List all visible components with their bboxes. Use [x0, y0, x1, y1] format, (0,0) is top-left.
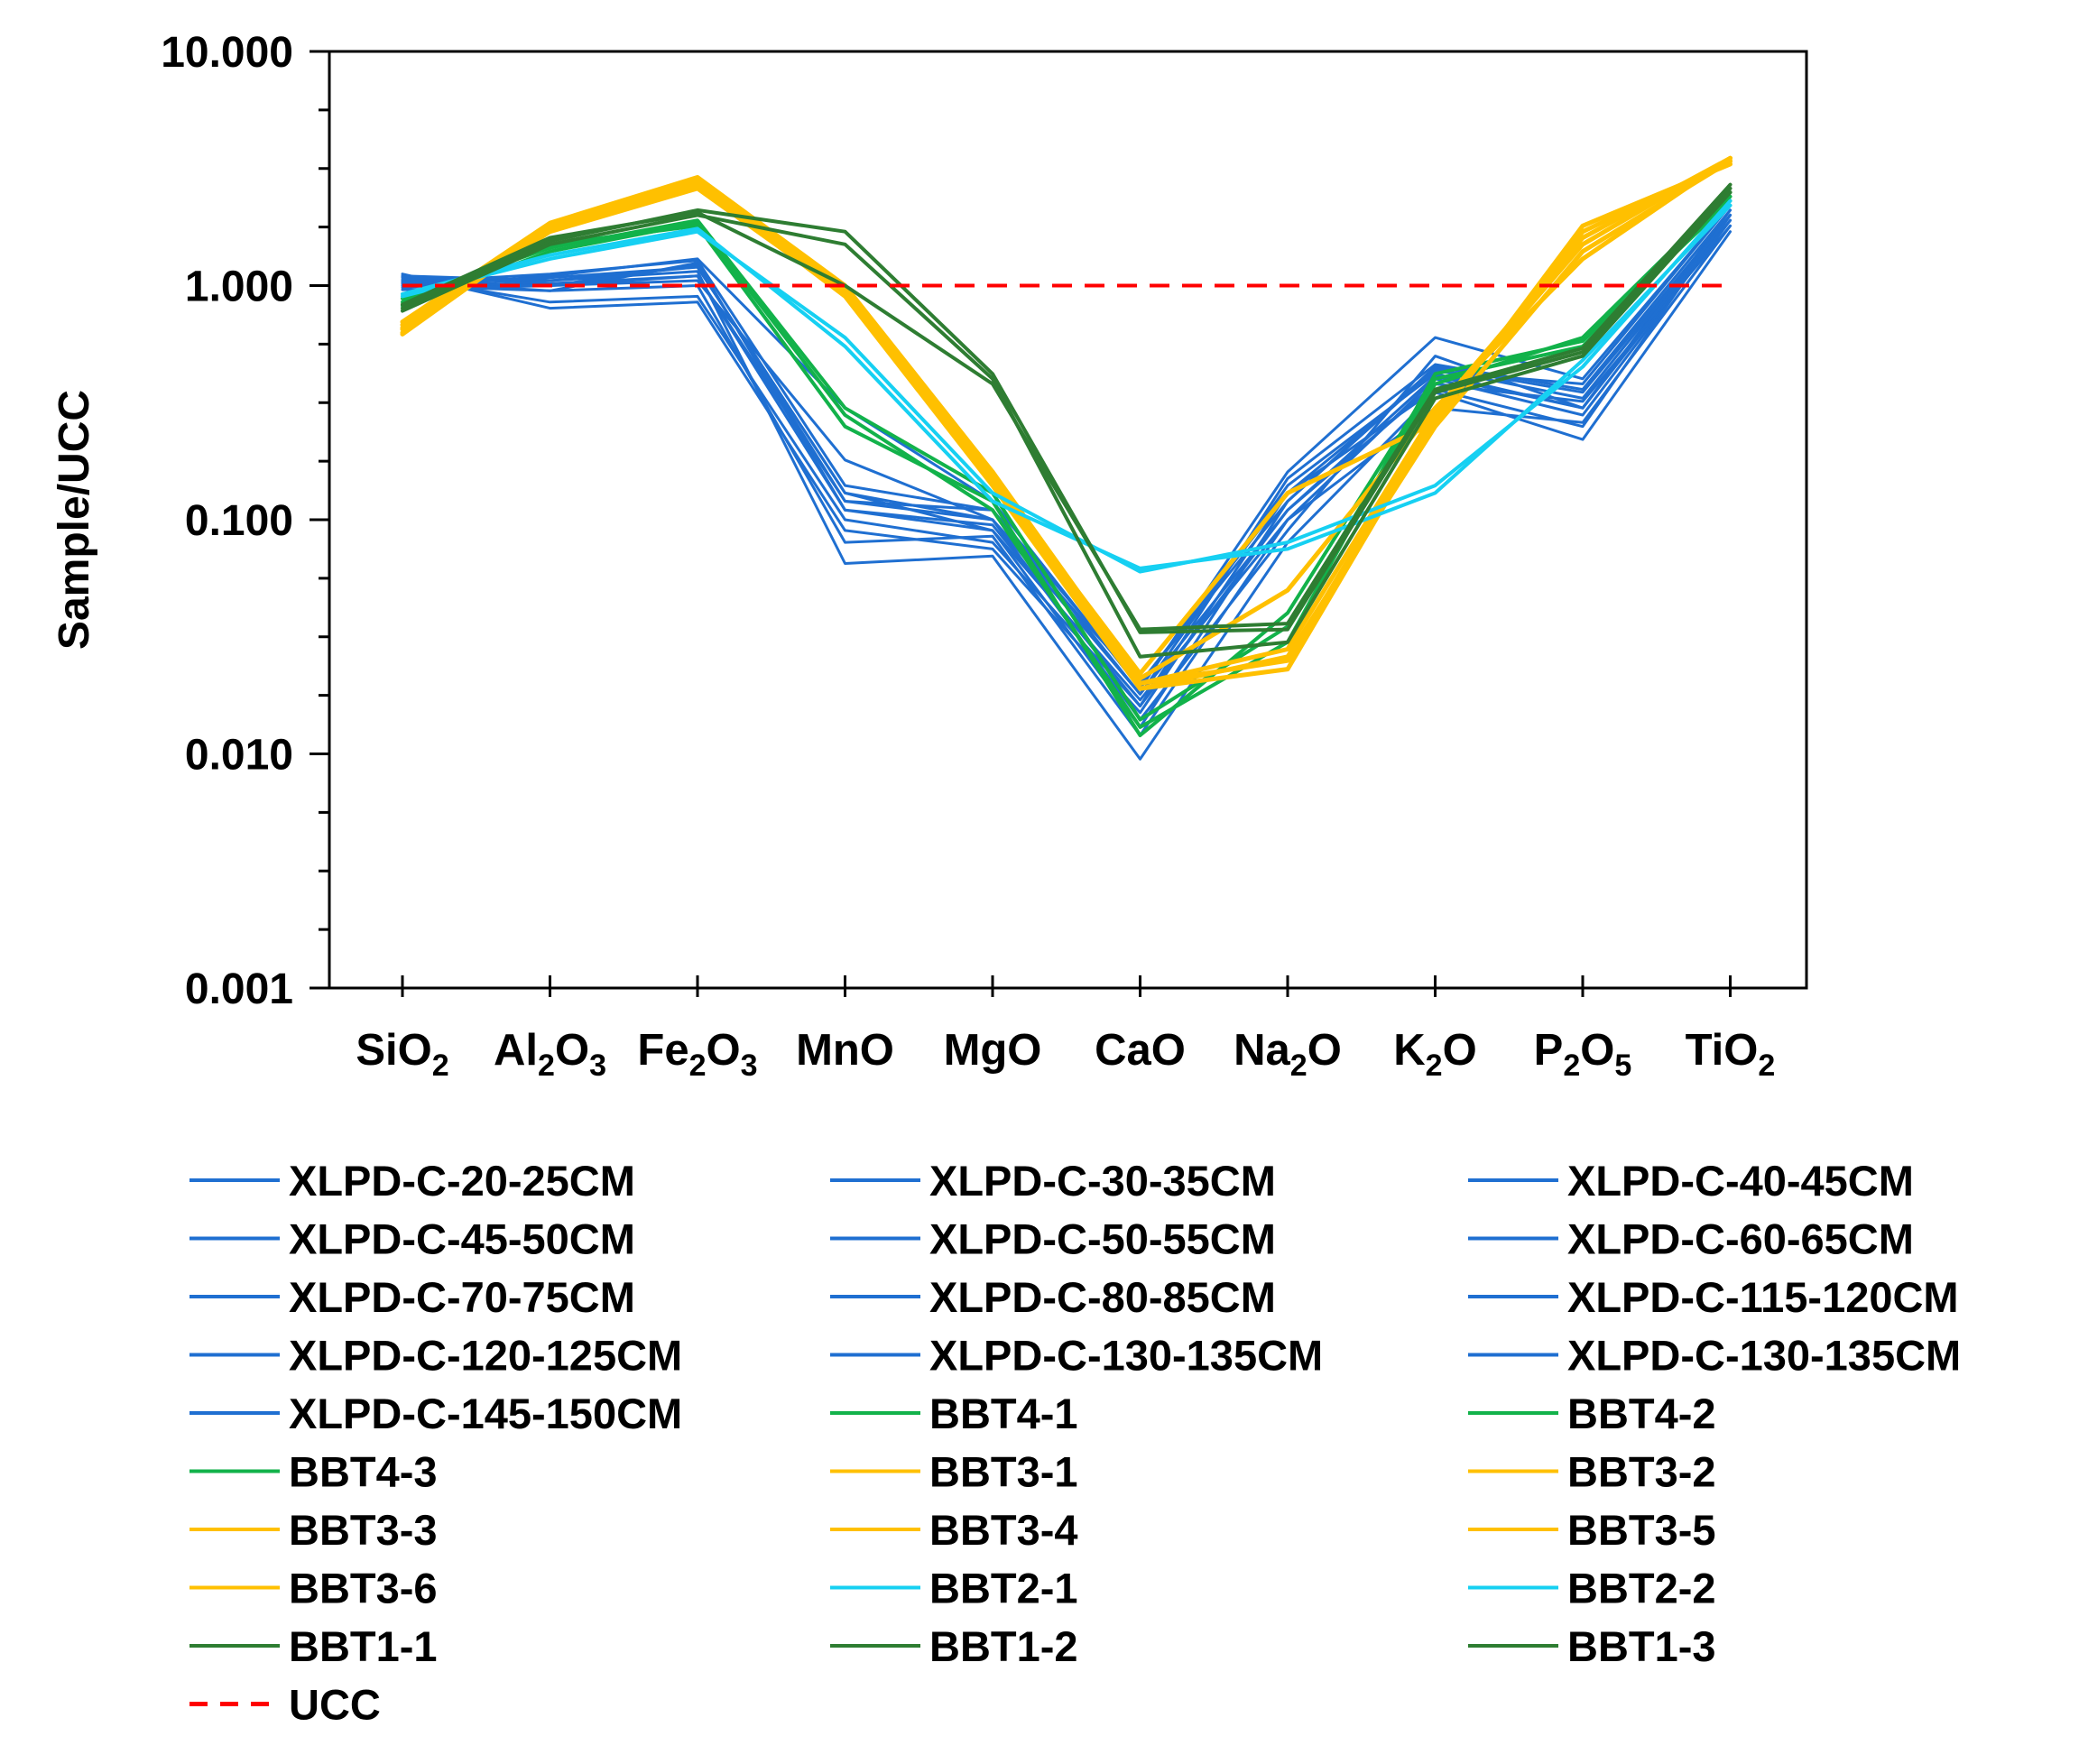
legend-label: BBT3-3	[289, 1506, 438, 1554]
legend-label: BBT4-2	[1567, 1390, 1716, 1437]
legend-label: XLPD-C-130-135CM	[1567, 1332, 1961, 1380]
legend-label: XLPD-C-45-50CM	[289, 1215, 635, 1263]
series-line-bbt3-6-21	[400, 159, 1732, 691]
legend-label: XLPD-C-40-45CM	[1567, 1157, 1914, 1205]
legend-label: BBT3-2	[1567, 1448, 1716, 1496]
legend-label: XLPD-C-50-55CM	[929, 1215, 1276, 1263]
x-category-label: TiO2	[1686, 1026, 1776, 1083]
legend-label: XLPD-C-145-150CM	[289, 1390, 682, 1437]
plot-lines	[400, 155, 1732, 761]
legend-label: BBT1-3	[1567, 1622, 1716, 1670]
legend-label: XLPD-C-70-75CM	[289, 1273, 635, 1321]
legend-label: BBT2-2	[1567, 1565, 1716, 1612]
legend-label: UCC	[289, 1681, 381, 1729]
legend-label: BBT1-1	[289, 1622, 438, 1670]
series-line-bbt1-2-25	[401, 190, 1732, 659]
x-category-label: Al2O3	[494, 1026, 606, 1083]
x-category-label: MgO	[944, 1026, 1042, 1075]
x-category-label: SiO2	[356, 1026, 448, 1083]
series-line-bbt4-2-14	[401, 190, 1732, 722]
y-tick-label: 0.001	[185, 965, 293, 1013]
legend-label: XLPD-C-130-135CM	[929, 1332, 1323, 1380]
x-category-label: Fe2O3	[637, 1026, 757, 1083]
legend-label: XLPD-C-80-85CM	[929, 1273, 1276, 1321]
series-line-bbt1-3-26	[401, 182, 1732, 632]
legend-label: BBT1-2	[929, 1622, 1078, 1670]
axes: 0.001 0.010 0.100 1.000 10.000 Sample/UCC SiO2…	[51, 29, 1808, 1083]
legend-label: BBT3-1	[929, 1448, 1078, 1496]
legend-label: XLPD-C-115-120CM	[1567, 1273, 1959, 1321]
y-axis-title: Sample/UCC	[51, 390, 98, 650]
legend-label: BBT2-1	[929, 1565, 1078, 1612]
y-tick-label: 10.000	[161, 29, 293, 77]
y-tick-label: 0.100	[185, 497, 293, 545]
legend-label: XLPD-C-20-25CM	[289, 1157, 635, 1205]
legend-label: BBT3-5	[1567, 1506, 1716, 1554]
x-category-label: MnO	[796, 1026, 894, 1075]
series-line-bbt2-2-23	[401, 203, 1732, 570]
legend-label: BBT4-1	[929, 1390, 1078, 1437]
y-tick-label: 1.000	[185, 263, 293, 311]
x-category-label: K2O	[1393, 1026, 1476, 1083]
series-line-bbt4-3-15	[401, 199, 1732, 729]
series-line-xlpd-c-115-120cm-8	[401, 213, 1732, 729]
x-category-label: P2O5	[1534, 1026, 1632, 1083]
legend-label: BBT3-6	[289, 1565, 438, 1612]
legend-label: XLPD-C-120-125CM	[289, 1332, 682, 1380]
legend-label: BBT4-3	[289, 1448, 438, 1496]
x-category-label: CaO	[1095, 1026, 1186, 1075]
legend-label: XLPD-C-30-35CM	[929, 1157, 1276, 1205]
series-line-xlpd-c-120-125cm-9	[401, 224, 1732, 737]
legend: XLPD-C-20-25CM XLPD-C-30-35CM XLPD-C-40-45…	[189, 1157, 1961, 1729]
legend-label: XLPD-C-60-65CM	[1567, 1215, 1914, 1263]
x-category-label: Na2O	[1234, 1026, 1342, 1083]
legend-label: BBT3-4	[929, 1506, 1078, 1554]
y-tick-label: 0.010	[185, 732, 293, 780]
